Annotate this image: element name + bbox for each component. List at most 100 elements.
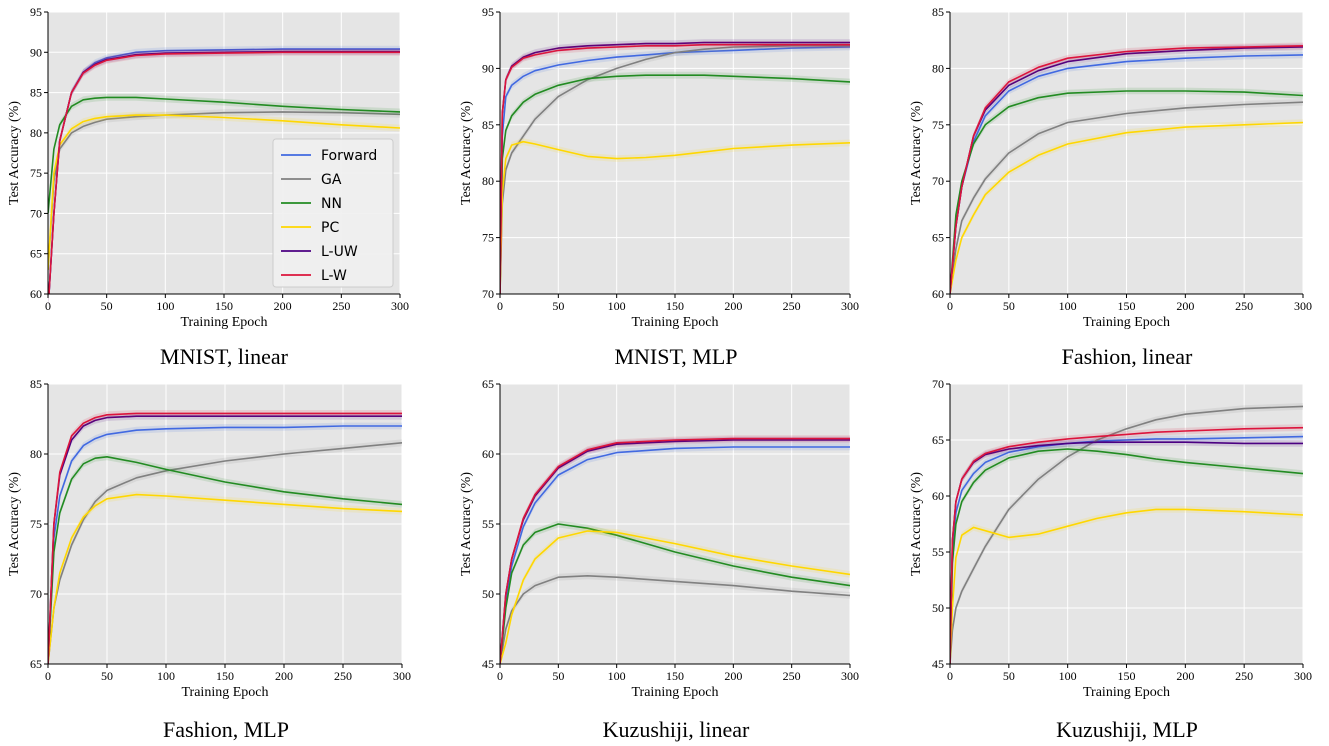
- series-line-nn: [48, 456, 402, 664]
- y-tick-label: 80: [30, 126, 42, 140]
- panel-title: Fashion, MLP: [163, 717, 289, 742]
- series-band-ga: [48, 108, 400, 274]
- y-tick-label: 85: [482, 118, 494, 132]
- x-tick-label: 150: [1118, 669, 1136, 683]
- y-tick-label: 80: [30, 447, 42, 461]
- series-line-l-w: [500, 437, 850, 664]
- x-tick-label: 150: [666, 299, 684, 313]
- x-axis-label: Training Epoch: [632, 685, 719, 700]
- x-tick-label: 100: [1059, 669, 1077, 683]
- chart-panel-fashion-mlp: 0 50 100 150 200 250 300 65 70 75 80 85 Training Epo…: [7, 377, 411, 742]
- y-tick-label: 85: [30, 377, 42, 391]
- series-line-l-w: [48, 412, 402, 664]
- x-tick-label: 100: [156, 299, 174, 313]
- y-tick-label: 75: [30, 517, 42, 531]
- x-tick-label: 200: [724, 669, 742, 683]
- x-tick-label: 100: [608, 299, 626, 313]
- x-tick-label: 0: [497, 299, 503, 313]
- chart-panel-fashion-linear: 0 50 100 150 200 250 300 60 65 70 75 80 85 Training E…: [909, 5, 1312, 369]
- series-line-nn: [950, 90, 1303, 294]
- x-axis-label: Training Epoch: [181, 315, 268, 330]
- x-tick-label: 150: [1118, 299, 1136, 313]
- legend-label-l-w: L-W: [321, 268, 347, 284]
- y-axis-label: Test Accuracy (%): [459, 101, 474, 205]
- y-tick-label: 65: [30, 657, 42, 671]
- x-tick-label: 200: [724, 299, 742, 313]
- legend-box: [272, 138, 394, 288]
- series-line-l-w: [950, 426, 1303, 664]
- x-tick-label: 200: [1176, 669, 1194, 683]
- y-axis-label: Test Accuracy (%): [7, 101, 22, 205]
- series-line-ga: [48, 442, 402, 664]
- series-line-nn: [500, 74, 850, 294]
- x-tick-label: 150: [215, 299, 233, 313]
- x-axis-label: Training Epoch: [1083, 685, 1170, 700]
- series-line-forward: [500, 46, 850, 294]
- series-line-ga: [500, 45, 850, 294]
- y-axis-label: Test Accuracy (%): [909, 472, 924, 576]
- y-tick-label: 70: [482, 287, 494, 301]
- series-line-pc: [950, 121, 1303, 294]
- series-line-l-w: [48, 51, 400, 294]
- x-tick-label: 200: [274, 299, 292, 313]
- y-tick-label: 60: [932, 489, 944, 503]
- x-tick-label: 250: [783, 669, 801, 683]
- y-tick-label: 65: [932, 433, 944, 447]
- y-tick-label: 80: [932, 61, 944, 75]
- series-line-ga: [950, 101, 1303, 294]
- x-tick-label: 0: [497, 669, 503, 683]
- series-line-ga: [950, 405, 1303, 664]
- legend-label-forward: Forward: [321, 148, 377, 164]
- y-tick-label: 60: [932, 287, 944, 301]
- x-axis-label: Training Epoch: [632, 315, 719, 330]
- series-line-nn: [950, 448, 1303, 664]
- y-tick-label: 70: [30, 587, 42, 601]
- y-tick-label: 95: [30, 5, 42, 19]
- y-tick-label: 90: [482, 61, 494, 75]
- x-tick-label: 300: [391, 299, 409, 313]
- x-tick-label: 250: [1235, 299, 1253, 313]
- y-tick-label: 60: [30, 287, 42, 301]
- x-tick-label: 0: [947, 669, 953, 683]
- x-tick-label: 50: [101, 669, 113, 683]
- y-tick-label: 55: [932, 545, 944, 559]
- x-tick-label: 300: [1294, 669, 1312, 683]
- x-tick-label: 100: [157, 669, 175, 683]
- y-tick-label: 75: [932, 118, 944, 132]
- x-tick-label: 200: [275, 669, 293, 683]
- series-band-pc: [48, 491, 402, 664]
- series-line-pc: [48, 493, 402, 664]
- y-tick-label: 45: [482, 657, 494, 671]
- x-tick-label: 250: [783, 299, 801, 313]
- series-band-pc: [48, 111, 400, 274]
- y-tick-label: 50: [482, 587, 494, 601]
- series-line-forward: [500, 446, 850, 664]
- y-axis-label: Test Accuracy (%): [7, 472, 22, 576]
- chart-panel-kuzushiji-mlp: 0 50 100 150 200 250 300 45 50 55 60 65 70 Training E…: [909, 377, 1312, 742]
- series-band-forward: [500, 43, 850, 294]
- y-tick-label: 70: [932, 174, 944, 188]
- y-tick-label: 50: [932, 601, 944, 615]
- chart-panel-mnist-linear: 0 50 100 150 200 250 300 60 65 70 75 80 85 90 95 Traini…: [7, 5, 409, 369]
- x-tick-label: 250: [1235, 669, 1253, 683]
- series-line-l-w: [950, 45, 1303, 294]
- y-tick-label: 75: [482, 231, 494, 245]
- x-axis-label: Training Epoch: [1083, 315, 1170, 330]
- y-axis-label: Test Accuracy (%): [909, 101, 924, 205]
- legend-label-ga: GA: [321, 172, 342, 188]
- panel-title: MNIST, MLP: [614, 344, 737, 369]
- x-axis-label: Training Epoch: [182, 685, 269, 700]
- series-line-forward: [48, 425, 402, 664]
- x-tick-label: 0: [947, 299, 953, 313]
- x-tick-label: 0: [45, 299, 51, 313]
- y-tick-label: 70: [30, 206, 42, 220]
- x-tick-label: 150: [666, 669, 684, 683]
- series-line-nn: [500, 523, 850, 664]
- y-tick-label: 80: [482, 174, 494, 188]
- chart-panel-kuzushiji-linear: 0 50 100 150 200 250 300 45 50 55 60 65 Training Epo…: [459, 377, 859, 742]
- y-tick-label: 65: [932, 231, 944, 245]
- y-axis-label: Test Accuracy (%): [459, 472, 474, 576]
- x-tick-label: 300: [393, 669, 411, 683]
- x-tick-label: 50: [552, 669, 564, 683]
- legend-label-pc: PC: [321, 220, 339, 236]
